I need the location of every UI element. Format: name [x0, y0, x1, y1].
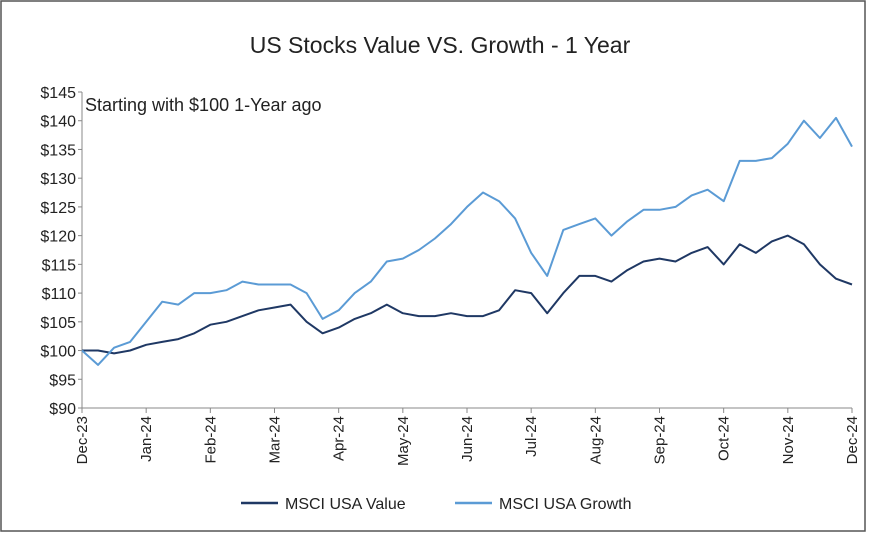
series-line	[81, 116, 853, 366]
y-tick-label: $90	[49, 401, 76, 418]
x-tick-label: Dec-24	[844, 416, 861, 464]
x-tick-label: Nov-24	[780, 416, 797, 464]
y-tick-label: $120	[40, 229, 76, 246]
series-line	[82, 234, 853, 355]
y-tick-label: $110	[42, 286, 77, 303]
y-tick-label: $115	[42, 257, 77, 274]
x-tick-label: Jul-24	[523, 416, 540, 457]
x-tick-label: Jun-24	[459, 416, 476, 462]
x-tick-label: Apr-24	[331, 416, 348, 461]
y-tick-label: $105	[40, 315, 76, 332]
y-tick-label: $100	[40, 344, 76, 361]
annotation: Starting with $100 1-Year ago	[85, 95, 322, 115]
x-tick-label: Oct-24	[716, 416, 733, 461]
x-tick-label: Sep-24	[652, 416, 669, 464]
y-tick-label: $125	[40, 200, 76, 217]
legend-label: MSCI USA Value	[285, 496, 406, 513]
x-tick-label: Jan-24	[138, 416, 155, 462]
x-tick-label: Mar-24	[267, 416, 284, 464]
x-tick-label: May-24	[395, 416, 412, 466]
x-tick-label: Feb-24	[202, 416, 219, 464]
x-tick-label: Dec-23	[74, 416, 91, 464]
y-tick-label: $95	[49, 372, 76, 389]
legend-label: MSCI USA Growth	[499, 496, 631, 513]
chart-title: US Stocks Value VS. Growth - 1 Year	[250, 32, 631, 58]
y-tick-label: $145	[40, 85, 76, 102]
y-tick-label: $135	[40, 142, 76, 159]
y-tick-label: $130	[40, 171, 76, 188]
y-tick-label: $140	[40, 114, 76, 131]
x-tick-label: Aug-24	[587, 416, 604, 464]
